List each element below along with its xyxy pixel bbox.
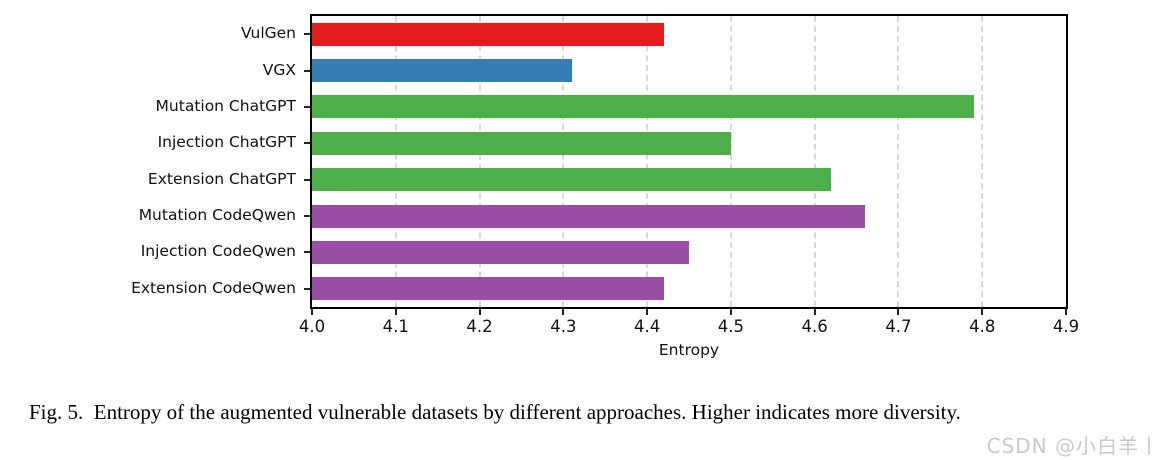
category-label: Injection CodeQwen [140,242,296,261]
gridline [478,16,481,307]
bar [312,95,974,119]
y-tick-mark [304,215,310,218]
x-tick-mark [1065,309,1067,315]
y-tick-mark [304,287,310,290]
x-tick-label: 4.6 [801,317,828,336]
x-tick-mark [813,309,816,315]
category-label: Mutation CodeQwen [138,206,296,225]
bar [312,131,731,155]
x-tick-label: 4.7 [885,317,912,336]
y-tick-mark [304,105,310,108]
x-tick-label: 4.2 [466,317,493,336]
x-tick-label: 4.0 [298,317,326,336]
category-label: Injection ChatGPT [157,133,296,152]
x-tick-label: 4.3 [550,317,577,336]
y-tick-mark [304,251,310,254]
watermark: CSDN @小白羊丨 [986,434,1160,458]
y-tick-mark [304,178,310,181]
bar [312,277,664,301]
gridline [562,16,565,307]
category-label: Mutation ChatGPT [155,96,296,115]
category-label: Extension ChatGPT [147,169,296,188]
x-tick-mark [981,309,984,315]
category-label: VulGen [240,24,296,43]
bar [312,22,664,46]
x-axis-label: Entropy [658,341,720,359]
x-tick-label: 4.4 [633,317,661,336]
category-label: VGX [262,60,296,79]
bar [312,204,865,228]
x-tick-mark [562,309,565,315]
gridline [729,16,732,307]
x-tick-mark [478,309,481,315]
category-label: Extension CodeQwen [131,278,296,297]
x-tick-label: 4.5 [717,317,744,336]
gridline [813,16,816,307]
gridline [646,16,649,307]
y-tick-mark [304,69,310,72]
gridline [897,16,900,307]
bar [312,59,572,83]
figure-caption: Fig. 5. Entropy of the augmented vulnera… [29,400,961,424]
x-tick-mark [897,309,900,315]
x-tick-mark [646,309,649,315]
gridline [981,16,984,307]
y-tick-mark [304,142,310,145]
x-tick-mark [729,309,732,315]
plot-area [310,14,1068,309]
x-tick-label: 4.9 [1052,317,1080,336]
gridline [394,16,397,307]
x-tick-mark [311,309,313,315]
x-tick-label: 4.8 [969,317,996,336]
bar [312,168,832,192]
bar [312,240,689,264]
x-tick-label: 4.1 [382,317,409,336]
x-tick-mark [394,309,397,315]
y-tick-mark [304,33,310,36]
